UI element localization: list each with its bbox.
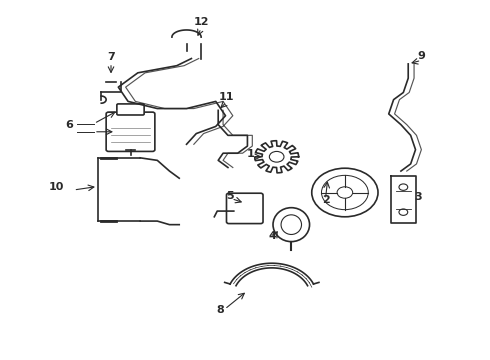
Text: 5: 5	[226, 190, 234, 201]
Text: 3: 3	[415, 192, 422, 202]
Text: 12: 12	[194, 17, 209, 27]
Text: 1: 1	[246, 149, 254, 159]
Text: 8: 8	[217, 305, 224, 315]
FancyBboxPatch shape	[117, 104, 144, 115]
Text: 6: 6	[66, 120, 74, 130]
Text: 10: 10	[49, 182, 65, 192]
Text: 2: 2	[322, 195, 330, 205]
Text: 4: 4	[269, 231, 276, 241]
Text: 9: 9	[417, 51, 425, 61]
Text: 11: 11	[219, 92, 234, 102]
FancyBboxPatch shape	[226, 193, 263, 224]
Text: 7: 7	[107, 52, 115, 62]
FancyBboxPatch shape	[106, 112, 155, 152]
